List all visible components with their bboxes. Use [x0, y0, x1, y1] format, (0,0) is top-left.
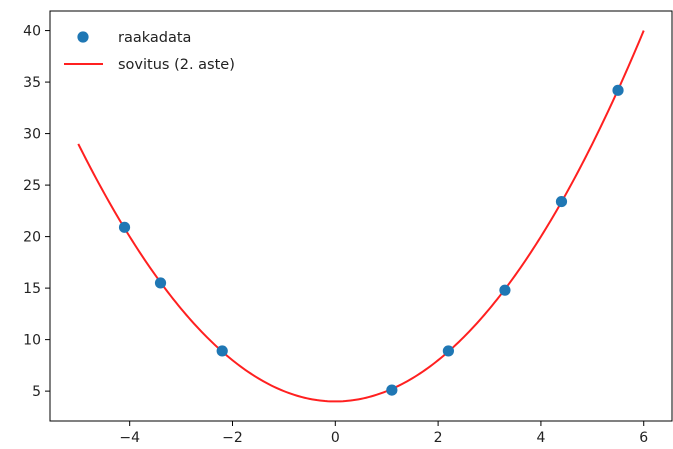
x-tick-label: 6 [639, 430, 648, 446]
y-tick-label: 30 [23, 127, 41, 143]
legend-label-sovitus: sovitus (2. aste) [118, 57, 235, 73]
x-tick-label: 0 [331, 430, 340, 446]
y-tick-label: 10 [23, 333, 41, 349]
legend-marker-raakadata [77, 31, 89, 43]
legend: raakadata sovitus (2. aste) [64, 30, 235, 73]
axes: −4 −2 0 2 4 6 5 10 15 20 25 30 35 40 [23, 10, 673, 446]
y-tick-label: 20 [23, 230, 41, 246]
x-tick-label: −2 [222, 430, 243, 446]
x-tick-label: 2 [434, 430, 443, 446]
data-point-2 [154, 277, 167, 289]
data-point-7 [555, 195, 568, 208]
x-tick-label: 4 [536, 430, 545, 446]
x-tick-label: −4 [119, 430, 140, 446]
data-point-3 [216, 345, 228, 357]
y-tick-label: 25 [23, 178, 41, 194]
plot-area [77, 30, 645, 403]
y-tick-label: 5 [32, 384, 41, 400]
y-tick-label: 40 [23, 24, 41, 40]
data-point-8 [612, 84, 624, 96]
data-point-4 [386, 384, 398, 396]
legend-label-raakadata: raakadata [118, 30, 191, 46]
data-point-5 [442, 345, 454, 357]
fit-curve-line [77, 30, 645, 403]
y-tick-label: 15 [23, 281, 41, 297]
data-point-1 [118, 221, 131, 233]
data-point-6 [499, 284, 511, 296]
y-tick-label: 35 [23, 75, 41, 91]
axes-frame [49, 10, 673, 422]
